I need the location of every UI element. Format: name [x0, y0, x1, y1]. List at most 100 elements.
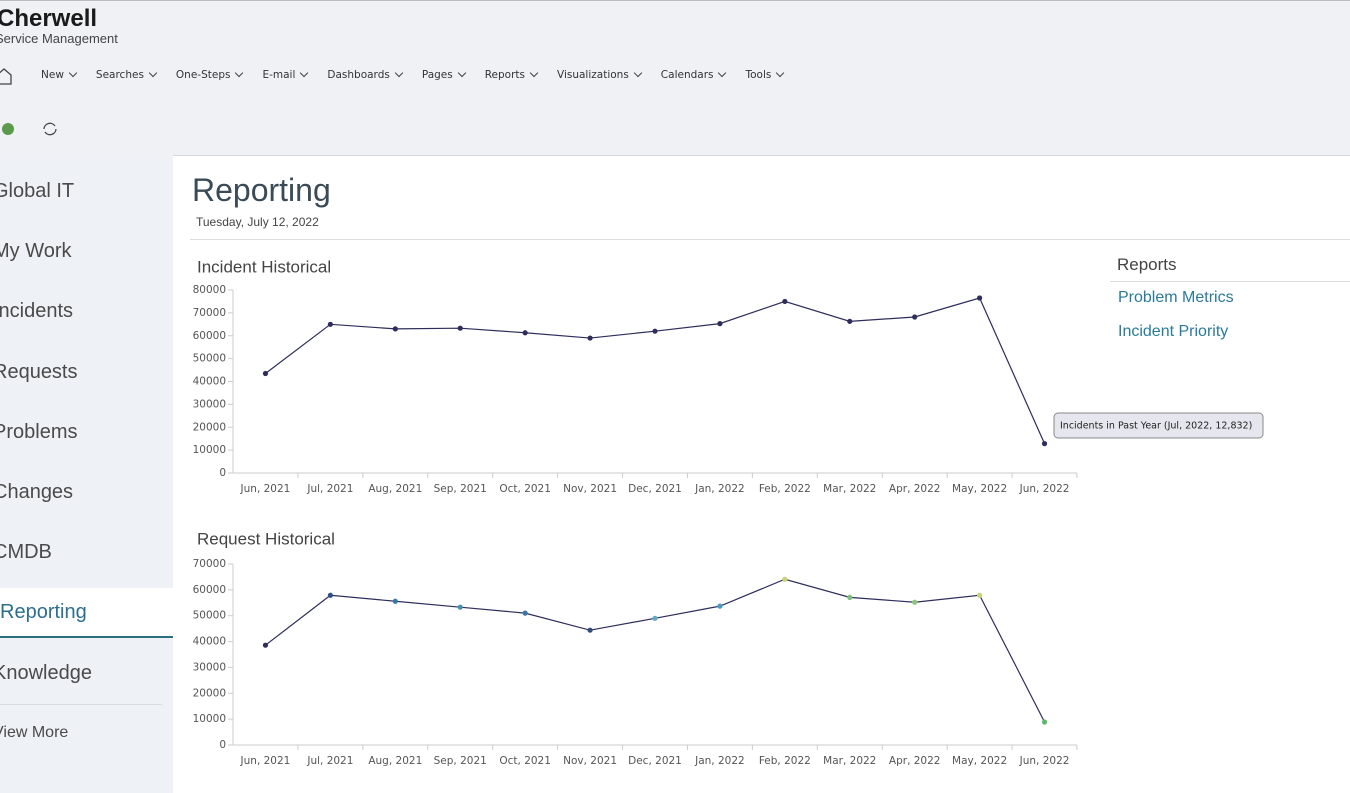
x-tick-label: Oct, 2021: [499, 755, 551, 767]
nav-item[interactable]: Visualizations: [557, 69, 641, 81]
report-link[interactable]: Incident Priority: [1118, 323, 1229, 340]
nav-item[interactable]: Searches: [96, 69, 156, 81]
data-point: [457, 604, 463, 610]
sidebar-item[interactable]: Global IT: [0, 180, 75, 202]
y-tick-label: 60000: [193, 330, 226, 342]
y-tick-label: 10000: [193, 444, 226, 456]
data-point: [652, 615, 658, 621]
nav-item[interactable]: E-mail: [262, 69, 307, 81]
status-icon[interactable]: [0, 119, 18, 139]
x-tick-label: Jan, 2022: [694, 483, 745, 495]
reports-title: Reports: [1117, 255, 1177, 274]
nav-item[interactable]: Tools: [745, 69, 783, 81]
tooltip-box: [1053, 412, 1264, 439]
data-point: [977, 592, 983, 598]
y-tick-label: 40000: [193, 376, 226, 388]
y-tick-label: 70000: [193, 307, 226, 319]
data-point: [847, 318, 853, 324]
report-link[interactable]: Problem Metrics: [1118, 289, 1234, 306]
x-tick-label: Feb, 2022: [759, 755, 811, 767]
data-point: [782, 576, 788, 582]
refresh-icon[interactable]: [40, 119, 60, 139]
data-point: [327, 321, 333, 327]
y-tick-label: 40000: [193, 636, 226, 648]
sidebar-item[interactable]: Requests: [0, 360, 78, 383]
data-point: [392, 326, 398, 332]
nav-item[interactable]: Dashboards: [327, 69, 401, 81]
data-point: [1041, 719, 1048, 725]
nav-menu: New Searches One-Steps E-mail Dashboards Page…: [41, 69, 783, 81]
y-tick-label: 50000: [193, 353, 226, 365]
sidebar-item[interactable]: My Work: [0, 240, 72, 263]
y-tick-label: 30000: [193, 661, 226, 673]
data-point: [262, 370, 269, 377]
data-point: [912, 314, 918, 320]
header: Cherwell Service Management New Searches O…: [0, 0, 1350, 156]
y-tick-label: 50000: [193, 610, 226, 622]
x-tick-label: Dec, 2021: [628, 483, 682, 495]
brand: Cherwell: [0, 5, 98, 32]
y-tick-label: 0: [219, 739, 226, 751]
x-tick-label: Jun, 2021: [240, 755, 291, 767]
x-tick-label: Feb, 2022: [759, 483, 811, 495]
data-point: [262, 642, 269, 648]
sidebar-item[interactable]: View More: [0, 723, 69, 741]
data-point: [327, 592, 333, 598]
divider: [0, 704, 162, 705]
data-point: [587, 627, 593, 633]
x-tick-label: Jul, 2021: [306, 755, 353, 767]
x-tick-label: Oct, 2021: [499, 483, 551, 495]
x-tick-label: Aug, 2021: [368, 483, 422, 495]
home-icon[interactable]: [0, 67, 14, 87]
data-point: [782, 298, 788, 305]
sidebar-item[interactable]: Problems: [0, 420, 78, 443]
data-point: [587, 335, 593, 341]
series-line: [265, 297, 1046, 444]
data-point: [717, 321, 723, 327]
x-tick-label: Mar, 2022: [823, 755, 876, 767]
data-point: [717, 603, 723, 609]
x-tick-label: Dec, 2021: [628, 755, 682, 767]
y-tick-label: 30000: [193, 398, 226, 410]
tooltip-text: Incidents in Past Year (Jul, 2022, 12,83…: [1060, 421, 1252, 432]
data-point: [847, 594, 853, 600]
nav-item[interactable]: Calendars: [661, 69, 726, 81]
nav-item[interactable]: One-Steps: [176, 69, 243, 81]
nav-item[interactable]: New: [41, 69, 76, 81]
sidebar-item[interactable]: Knowledge: [0, 661, 92, 684]
x-tick-label: Apr, 2022: [889, 483, 941, 495]
y-tick-label: 0: [219, 467, 226, 479]
sidebar-item[interactable]: Changes: [0, 481, 74, 503]
x-tick-label: May, 2022: [952, 483, 1007, 495]
data-point: [522, 610, 528, 616]
x-tick-label: Nov, 2021: [563, 755, 617, 767]
data-point: [522, 330, 528, 336]
divider: [1110, 281, 1350, 282]
y-tick-label: 20000: [193, 687, 226, 699]
sidebar-item[interactable]: Incidents: [0, 300, 74, 323]
data-point: [652, 328, 658, 334]
series-line: [265, 578, 1046, 723]
x-tick-label: Sep, 2021: [434, 483, 487, 495]
x-tick-label: Jun, 2021: [240, 483, 291, 495]
data-point: [1041, 441, 1048, 447]
page-date: Tuesday, July 12, 2022: [196, 215, 319, 229]
data-point: [392, 598, 398, 604]
chart-title: Incident Historical: [197, 257, 331, 276]
y-tick-label: 20000: [193, 421, 226, 433]
nav-item[interactable]: Pages: [422, 69, 465, 81]
x-tick-label: Sep, 2021: [434, 755, 487, 767]
sidebar-item[interactable]: CMDB: [0, 541, 52, 564]
data-point: [977, 295, 983, 301]
nav-item[interactable]: Reports: [485, 69, 537, 81]
sidebar-item[interactable]: Reporting: [0, 588, 173, 639]
x-tick-label: Jun, 2022: [1019, 483, 1070, 495]
x-tick-label: May, 2022: [952, 755, 1007, 767]
brand-subtitle: Service Management: [0, 31, 118, 46]
data-point: [457, 325, 463, 331]
y-tick-label: 60000: [193, 584, 226, 596]
y-tick-label: 80000: [193, 284, 226, 296]
data-point: [912, 599, 918, 605]
